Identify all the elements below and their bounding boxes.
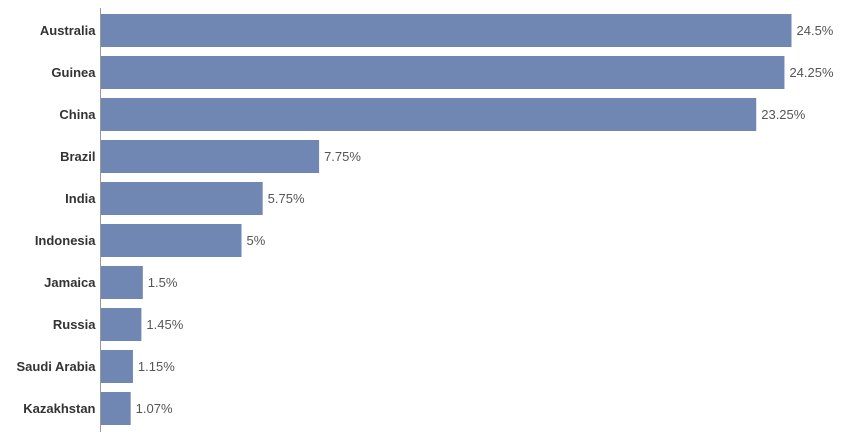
bar-kazakhstan	[100, 392, 131, 425]
bar-guinea	[100, 56, 785, 89]
category-label: Guinea	[51, 65, 96, 80]
labels-layer: Australia 24.5% Guinea 24.25% China 23.25% Bra…	[17, 23, 834, 416]
category-label: Kazakhstan	[23, 401, 95, 416]
value-label: 1.45%	[146, 317, 183, 332]
category-label: India	[65, 191, 96, 206]
category-label: Indonesia	[35, 233, 96, 248]
bar-australia	[100, 14, 792, 47]
category-label: Australia	[40, 23, 96, 38]
bar-brazil	[100, 140, 320, 173]
category-label: Brazil	[60, 149, 95, 164]
value-label: 1.15%	[138, 359, 175, 374]
value-label: 7.75%	[324, 149, 361, 164]
value-label: 23.25%	[761, 107, 806, 122]
bar-saudi-arabia	[100, 350, 133, 383]
value-label: 1.07%	[136, 401, 173, 416]
value-label: 5%	[247, 233, 266, 248]
bar-india	[100, 182, 263, 215]
bar-indonesia	[100, 224, 242, 257]
value-label: 24.25%	[789, 65, 834, 80]
bar-russia	[100, 308, 142, 341]
value-label: 5.75%	[268, 191, 305, 206]
bar-jamaica	[100, 266, 143, 299]
category-label: Russia	[53, 317, 96, 332]
bars-layer	[100, 14, 792, 425]
category-label: Jamaica	[44, 275, 96, 290]
value-label: 1.5%	[148, 275, 178, 290]
category-label: China	[59, 107, 96, 122]
value-label: 24.5%	[797, 23, 834, 38]
category-label: Saudi Arabia	[17, 359, 97, 374]
bar-china	[100, 98, 757, 131]
